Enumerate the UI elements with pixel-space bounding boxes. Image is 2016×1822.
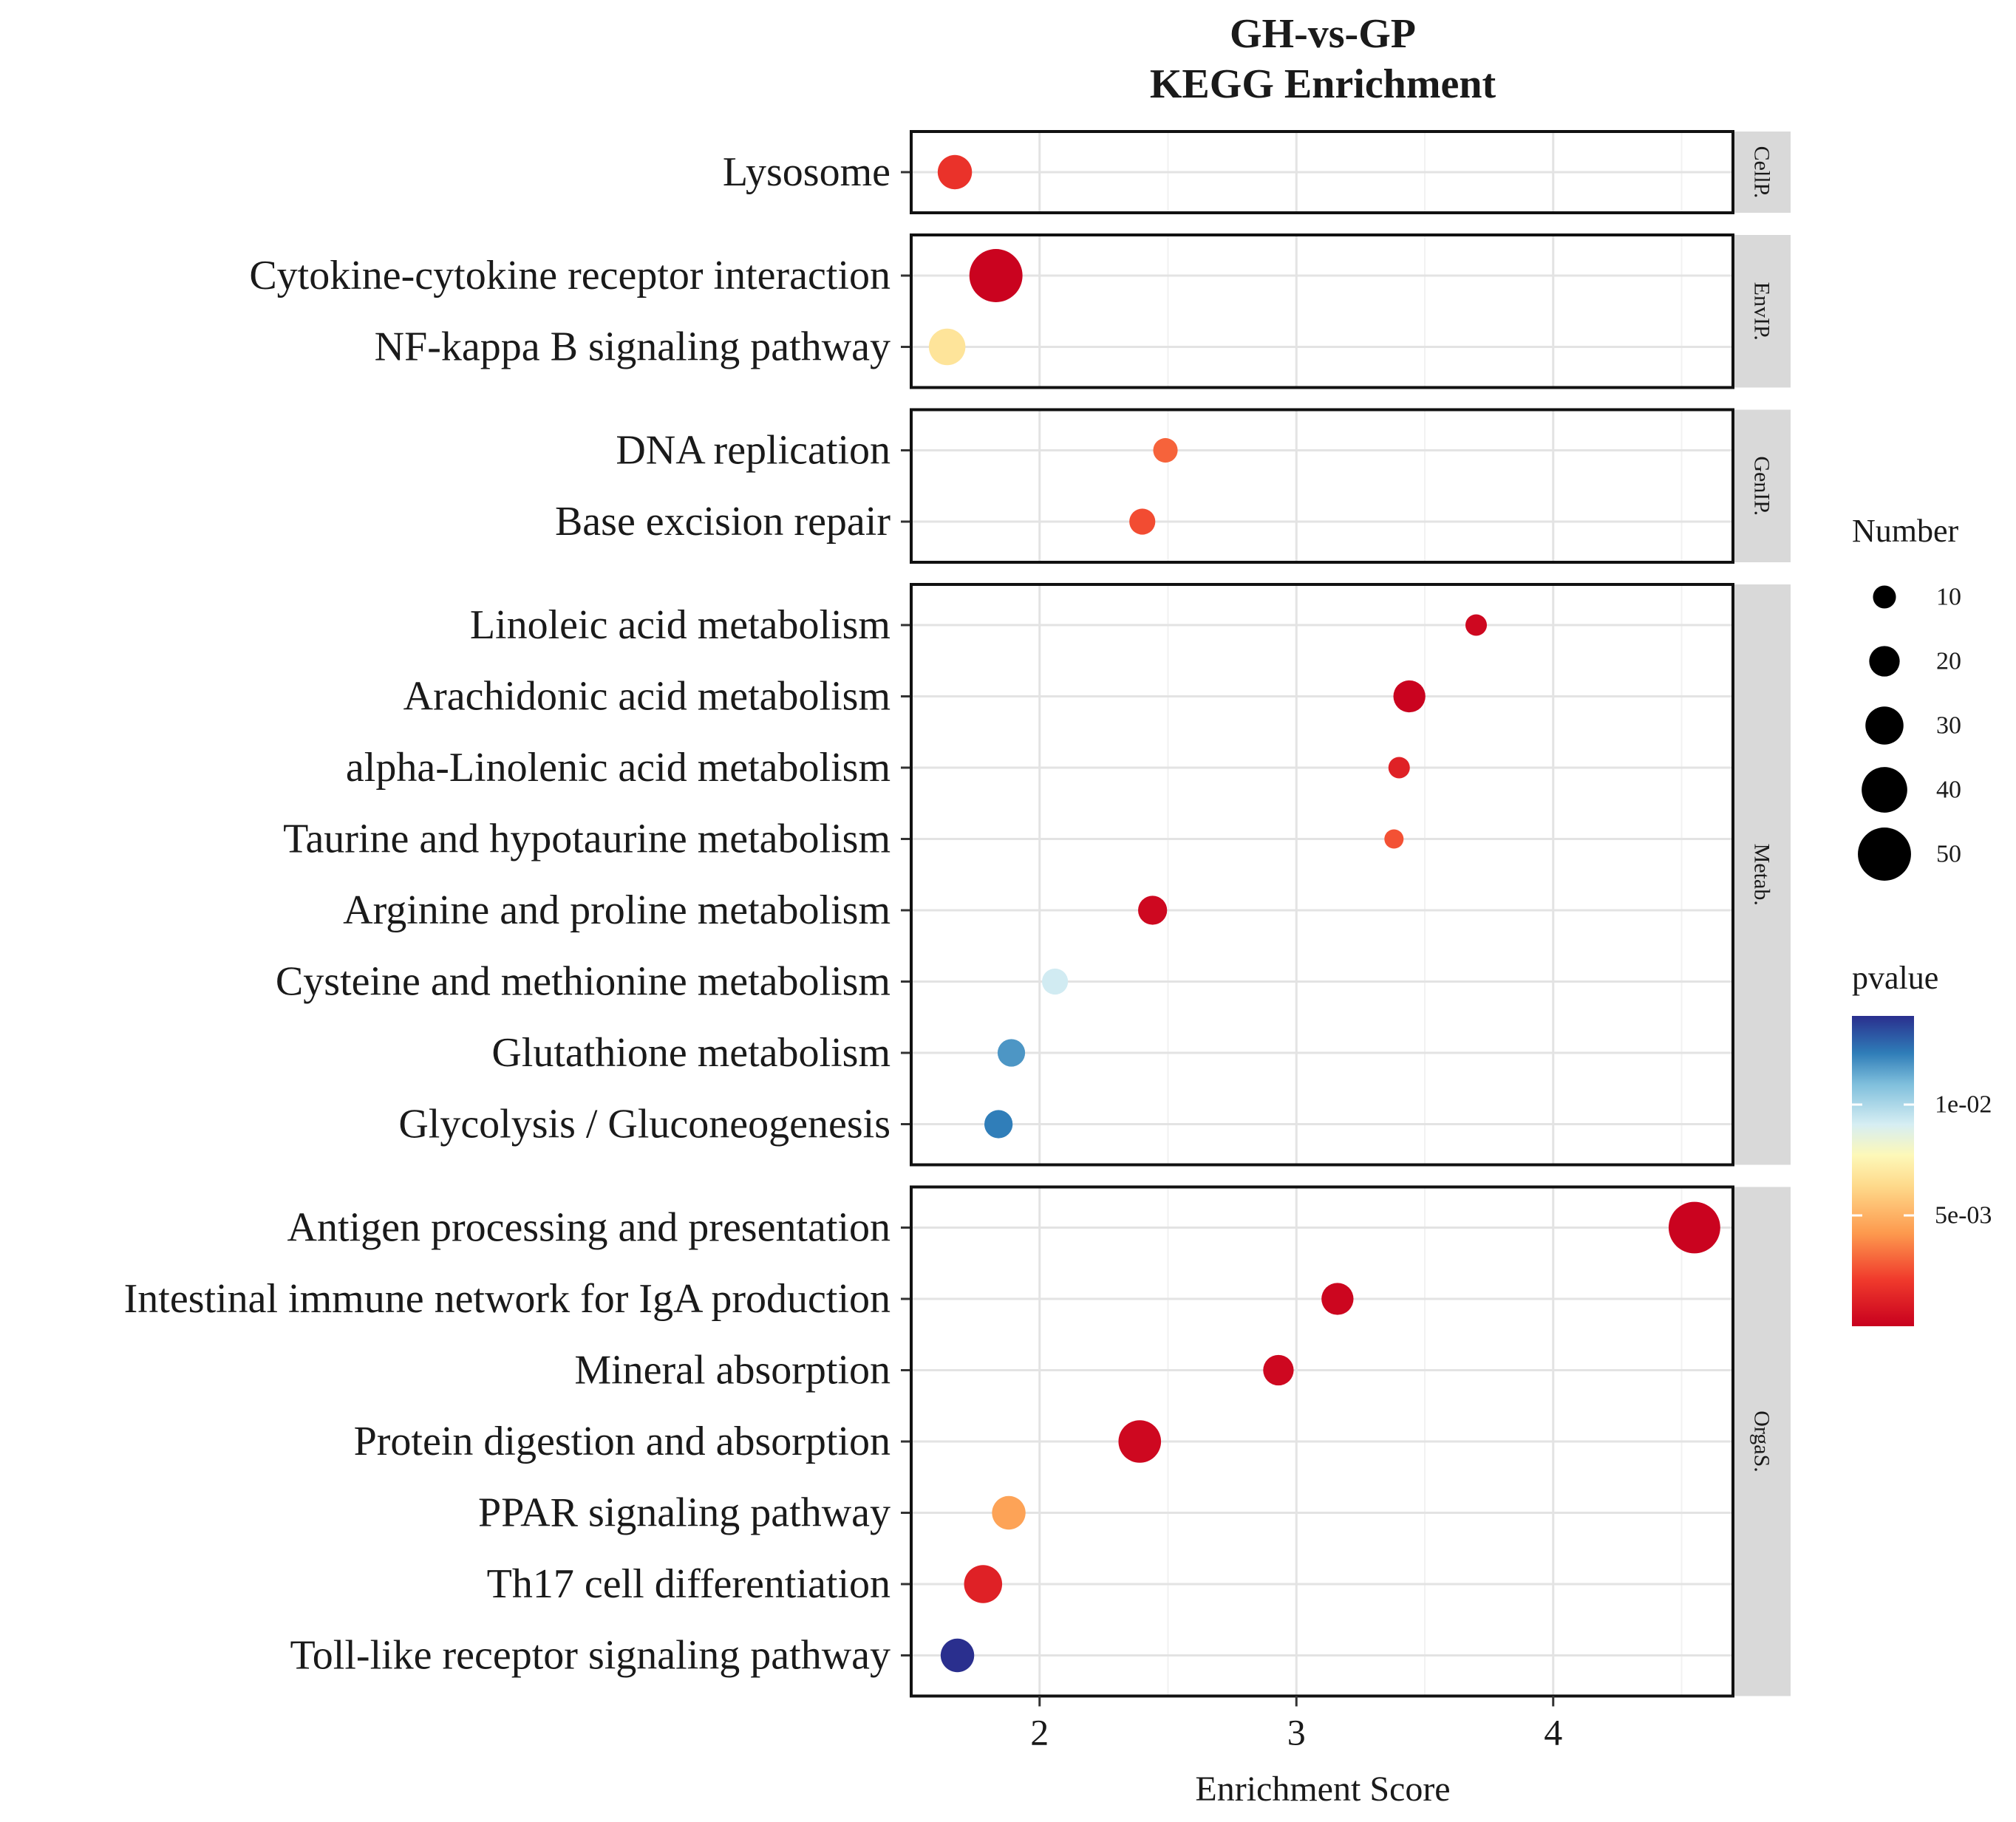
data-point	[1118, 1420, 1162, 1463]
chart-title-line-2: KEGG Enrichment	[1150, 61, 1496, 107]
size-legend-title: Number	[1852, 513, 1959, 549]
size-legend-label: 40	[1936, 777, 1961, 804]
term-label: Base excision repair	[555, 499, 890, 545]
facet-panel-genip: GenIP. DNA replication Base excision repai…	[555, 408, 1791, 564]
term-label: Cysteine and methionine metabolism	[276, 959, 890, 1005]
data-point	[992, 1495, 1026, 1530]
data-point	[969, 249, 1023, 302]
size-legend-dot	[1869, 646, 1900, 677]
size-legend-label: 20	[1936, 648, 1961, 675]
data-point	[1153, 437, 1178, 463]
term-label: NF-kappa B signaling pathway	[375, 324, 890, 370]
term-label: DNA replication	[616, 428, 890, 474]
term-label: Intestinal immune network for IgA produc…	[124, 1276, 890, 1322]
facet-strip	[1733, 584, 1791, 1165]
facet-strip	[1733, 235, 1791, 388]
data-point	[1668, 1201, 1720, 1254]
colorbar-tick-label: 1e-02	[1935, 1091, 1992, 1119]
term-label: Antigen processing and presentation	[287, 1205, 890, 1251]
panel-border	[910, 408, 1734, 564]
panel-border	[910, 1185, 1734, 1698]
x-tick-label: 3	[1287, 1712, 1306, 1753]
data-point	[928, 328, 966, 366]
size-legend-label: 30	[1936, 712, 1961, 740]
data-point	[1042, 968, 1069, 995]
term-label: Cytokine-cytokine receptor interaction	[249, 253, 890, 298]
term-label: Glycolysis / Gluconeogenesis	[398, 1102, 890, 1147]
pvalue-colorbar	[1852, 1016, 1914, 1326]
data-point	[997, 1039, 1026, 1067]
term-label: Taurine and hypotaurine metabolism	[283, 816, 890, 862]
colorbar-tick-label: 5e-03	[1935, 1202, 1992, 1229]
size-legend-label: 10	[1936, 584, 1961, 611]
facet-panel-envip: EnvIP. Cytokine-cytokine receptor interac…	[249, 233, 1791, 389]
term-label: alpha-Linolenic acid metabolism	[346, 745, 890, 791]
term-label: Th17 cell differentiation	[487, 1561, 890, 1607]
facet-strip	[1733, 132, 1791, 213]
facet-strip	[1733, 409, 1791, 562]
facet-panels: CellP. Lysosome EnvIP. Cytokine-cytokine re…	[124, 130, 1791, 1698]
term-label: Arginine and proline metabolism	[343, 887, 890, 933]
data-point	[1138, 895, 1168, 925]
facet-strip	[1733, 1187, 1791, 1696]
x-axis-label: Enrichment Score	[1195, 1770, 1450, 1809]
data-point	[964, 1565, 1003, 1603]
color-legend-title: pvalue	[1852, 960, 1938, 996]
facet-strip-label: Metab.	[1750, 844, 1774, 906]
term-label: Protein digestion and absorption	[354, 1419, 890, 1464]
facet-strip-label: EnvIP.	[1750, 282, 1774, 341]
data-point	[937, 154, 973, 190]
data-point	[1465, 614, 1488, 636]
facet-strip-label: OrgaS.	[1750, 1410, 1774, 1473]
facet-panel-orgas: OrgaS. Antigen processing and presentatio…	[124, 1185, 1791, 1698]
facet-panel-metab: Metab. Linoleic acid metabolism Arachidoni…	[276, 583, 1791, 1167]
facet-strip-label: CellP.	[1750, 146, 1774, 199]
size-legend-dot	[1873, 585, 1896, 609]
size-legend-dot	[1865, 706, 1904, 745]
term-label: Arachidonic acid metabolism	[403, 674, 890, 720]
size-legend-dot	[1858, 828, 1911, 881]
data-point	[1321, 1283, 1354, 1315]
data-point	[1388, 757, 1410, 779]
term-label: Linoleic acid metabolism	[470, 602, 890, 648]
data-point	[1384, 829, 1404, 849]
term-label: Glutathione metabolism	[491, 1030, 890, 1076]
data-point	[940, 1638, 975, 1673]
data-point	[1129, 508, 1156, 535]
panel-border	[910, 583, 1734, 1167]
term-label: Mineral absorption	[574, 1348, 890, 1393]
size-legend-label: 50	[1936, 841, 1961, 868]
panel-border	[910, 233, 1734, 389]
term-label: Toll-like receptor signaling pathway	[290, 1633, 891, 1679]
legend: Number pvalue 10 20 30 40 50 1e-02 5e-03	[1852, 513, 1992, 1326]
facet-panel-cellp: CellP. Lysosome	[723, 130, 1791, 214]
panel-border	[910, 130, 1734, 214]
size-legend-dot	[1862, 767, 1907, 813]
x-tick-label: 2	[1030, 1712, 1049, 1753]
x-axis: 2 3 4	[1030, 1696, 1562, 1753]
chart-title-line-1: GH-vs-GP	[1230, 11, 1416, 57]
term-label: PPAR signaling pathway	[478, 1490, 890, 1536]
data-point	[1393, 680, 1426, 713]
term-label: Lysosome	[723, 149, 890, 195]
data-point	[1263, 1354, 1294, 1386]
x-tick-label: 4	[1544, 1712, 1562, 1753]
facet-strip-label: GenIP.	[1750, 456, 1774, 516]
data-point	[984, 1110, 1013, 1139]
